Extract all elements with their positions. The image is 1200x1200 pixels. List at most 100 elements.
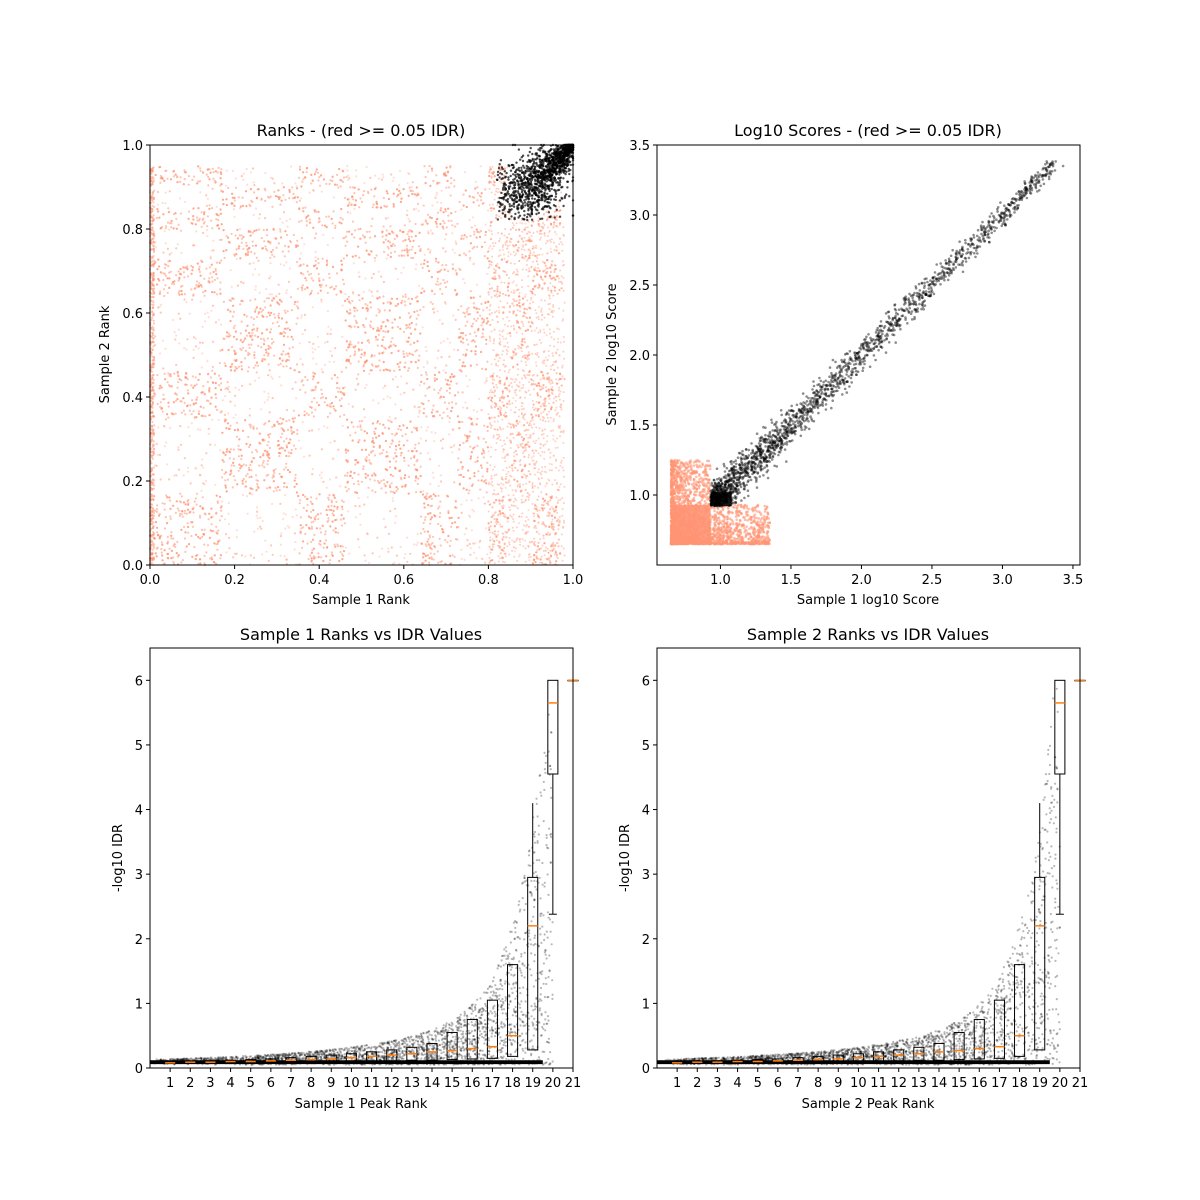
low-idr-point (310, 411, 314, 414)
low-idr-point (211, 167, 214, 170)
low-idr-point (538, 286, 541, 289)
low-idr-point (177, 509, 180, 512)
low-idr-point (544, 443, 547, 446)
low-idr-point (409, 326, 412, 330)
low-idr-point (423, 204, 426, 207)
low-idr-point (461, 406, 465, 409)
low-idr-point (308, 454, 311, 457)
low-idr-point (296, 239, 299, 242)
low-idr-point (514, 378, 517, 381)
low-idr-point (473, 233, 476, 236)
low-idr-point (175, 217, 178, 220)
low-idr-point (292, 338, 295, 341)
low-idr-point (260, 346, 263, 349)
low-idr-point (371, 437, 374, 440)
low-idr-point (284, 494, 287, 497)
low-idr-point (186, 466, 190, 469)
low-idr-point (448, 433, 451, 436)
low-idr-point (466, 539, 469, 542)
low-idr-point (489, 525, 492, 528)
low-idr-point (524, 293, 527, 296)
low-idr-point (345, 340, 348, 343)
low-idr-point (236, 284, 240, 287)
low-idr-point (167, 405, 170, 408)
low-idr-point (357, 382, 360, 385)
low-idr-point (345, 254, 348, 257)
low-idr-point (437, 507, 440, 510)
low-idr-point (271, 322, 274, 325)
low-idr-point (365, 359, 368, 362)
low-idr-point (187, 543, 191, 546)
low-idr-point (240, 280, 243, 284)
low-idr-point (469, 477, 472, 480)
low-idr-point (229, 310, 232, 313)
low-idr-point (528, 445, 531, 448)
low-idr-point (187, 175, 191, 178)
low-idr-point (455, 526, 459, 529)
low-idr-point (322, 278, 325, 281)
low-idr-point (286, 335, 289, 338)
low-idr-point (491, 391, 494, 394)
low-idr-point (406, 560, 409, 563)
low-idr-point (488, 313, 492, 316)
low-idr-point (526, 328, 530, 331)
low-idr-point (431, 308, 435, 311)
low-idr-point (198, 265, 201, 268)
low-idr-point (373, 454, 377, 457)
low-idr-point (349, 340, 352, 343)
low-idr-point (364, 317, 368, 320)
low-idr-point (163, 549, 166, 552)
low-idr-point (439, 544, 442, 547)
low-idr-point (159, 290, 162, 293)
low-idr-point (555, 233, 558, 236)
low-idr-point (373, 479, 376, 482)
low-idr-point (310, 292, 313, 295)
low-idr-point (315, 267, 319, 270)
low-idr-point (222, 250, 225, 253)
low-idr-point (183, 169, 186, 172)
low-idr-point (317, 221, 320, 224)
low-idr-point (425, 349, 428, 353)
low-idr-point (368, 341, 371, 344)
low-idr-point (384, 238, 387, 241)
low-idr-point (451, 554, 454, 557)
low-idr-point (208, 266, 211, 269)
low-idr-point (485, 527, 488, 530)
low-idr-point (259, 432, 262, 435)
low-idr-point (181, 515, 184, 518)
low-idr-point (272, 340, 275, 344)
low-idr-point (410, 235, 413, 238)
low-idr-point (216, 532, 219, 535)
low-idr-point (237, 196, 240, 199)
low-idr-point (356, 425, 359, 428)
low-idr-point (485, 306, 488, 309)
low-idr-point (161, 502, 164, 505)
low-idr-point (493, 394, 496, 397)
low-idr-point (444, 378, 447, 381)
low-idr-point (210, 207, 214, 210)
low-idr-point (524, 525, 528, 528)
low-idr-point (390, 421, 393, 424)
low-idr-point (475, 363, 478, 366)
low-idr-point (285, 291, 288, 295)
low-idr-point (322, 480, 325, 483)
low-idr-point (417, 209, 420, 212)
low-idr-point (557, 337, 560, 340)
low-idr-point (493, 175, 496, 178)
low-idr-point (253, 252, 256, 255)
low-idr-point (528, 374, 531, 377)
low-idr-point (283, 555, 286, 558)
low-idr-point (179, 443, 183, 446)
low-idr-point (273, 190, 276, 193)
low-idr-point (176, 370, 179, 374)
low-idr-point (444, 210, 447, 213)
low-idr-point (185, 301, 188, 304)
low-idr-point (513, 291, 517, 294)
low-idr-point (469, 296, 473, 299)
low-idr-point (465, 236, 468, 239)
low-idr-point (285, 219, 288, 222)
low-idr-point (190, 288, 193, 291)
low-idr-point (369, 236, 372, 239)
low-idr-point (524, 329, 527, 332)
low-idr-point (365, 166, 368, 169)
